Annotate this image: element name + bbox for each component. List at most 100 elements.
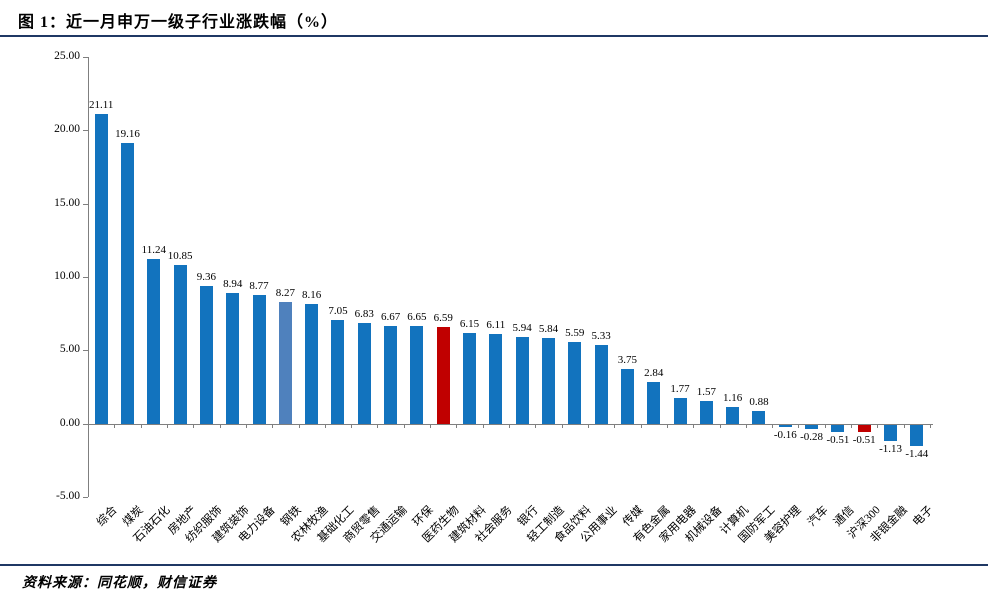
bar-value-label: 10.85 (167, 249, 193, 262)
bar-value-label: 1.57 (696, 385, 716, 398)
x-axis-tick (219, 423, 221, 428)
bar-环保 (410, 326, 424, 424)
x-axis-tick (666, 423, 668, 428)
bar-value-label: 0.88 (749, 395, 769, 408)
x-axis-tick (351, 423, 353, 428)
y-axis-tick (83, 497, 88, 498)
x-axis-tick (614, 423, 616, 428)
bar-煤炭 (120, 142, 134, 424)
bar-汽车 (805, 424, 819, 429)
bar-计算机 (726, 406, 740, 424)
bar-交通运输 (384, 325, 398, 424)
x-axis-tick (140, 423, 142, 428)
bar-value-label: 8.94 (223, 277, 243, 290)
y-axis-tick-label: 15.00 (54, 196, 80, 209)
bar-value-label: 3.75 (617, 353, 638, 366)
y-axis-tick (83, 350, 88, 352)
x-axis-tick (719, 423, 721, 428)
source-note: 资料来源：同花顺，财信证券 (22, 576, 217, 591)
bar-value-label: 2.84 (644, 367, 664, 379)
bar-房地产 (173, 264, 187, 424)
x-axis-tick (166, 423, 168, 428)
bar-value-label: 6.11 (486, 319, 506, 332)
x-axis-tick (193, 423, 195, 428)
bar-国防军工 (752, 410, 766, 424)
x-axis-tick (798, 423, 800, 428)
x-axis-tick (324, 423, 326, 428)
x-axis-tick (772, 423, 774, 428)
bar-value-label: 6.15 (459, 318, 480, 331)
x-axis-tick (298, 423, 300, 428)
bar-value-label: -0.28 (800, 430, 824, 443)
bar-value-label: 9.36 (196, 271, 217, 284)
x-axis-tick (824, 423, 826, 428)
x-axis-tick (877, 423, 879, 428)
bar-石油石化 (147, 258, 161, 424)
bar-公用事业 (594, 345, 608, 424)
x-axis-tick (377, 423, 379, 428)
bar-有色金属 (647, 382, 661, 424)
x-category-label: 综合 (95, 504, 120, 529)
bar-value-label: -0.16 (773, 429, 797, 441)
bar-value-label: 1.77 (670, 382, 690, 395)
y-axis-tick-label: 25.00 (54, 50, 80, 62)
x-axis-tick (272, 423, 274, 428)
y-axis-tick (83, 277, 88, 278)
y-axis-tick (83, 203, 88, 205)
x-axis-tick (587, 423, 589, 428)
bar-value-label: 5.33 (591, 330, 611, 343)
bar-电力设备 (252, 295, 266, 424)
x-axis-tick (430, 423, 432, 428)
bar-轻工制造 (541, 338, 555, 424)
bar-沪深300 (857, 424, 871, 433)
x-axis-tick (693, 423, 695, 428)
x-axis-tick (509, 423, 510, 428)
y-axis-tick-label: 20.00 (54, 123, 80, 136)
x-axis-tick (535, 423, 537, 428)
x-category-label: 汽车 (805, 504, 831, 529)
bar-建筑装饰 (226, 292, 240, 424)
bar-银行 (515, 336, 529, 424)
bar-农林牧渔 (305, 303, 319, 424)
bar-value-label: 7.05 (328, 305, 348, 318)
x-axis-tick (745, 423, 747, 428)
title-divider (0, 35, 988, 37)
bar-chart: 25.00 20.00 15.00 10.00 5.00 0.00 -5.00 21.11 综合… (54, 50, 936, 545)
bar-value-label: -1.44 (905, 447, 929, 460)
x-axis-tick (88, 423, 89, 428)
y-axis-tick-label: 5.00 (59, 343, 80, 356)
x-axis-tick (903, 423, 905, 428)
bar-value-label: 6.83 (354, 308, 374, 321)
bar-value-label: -0.51 (826, 434, 850, 447)
y-axis-tick (83, 57, 88, 58)
bar-value-label: 19.16 (115, 127, 140, 140)
figure-title: 图 1：近一月申万一级子行业涨跌幅（%） (18, 14, 339, 31)
bar-value-label: 5.59 (565, 326, 585, 339)
x-axis-tick (403, 423, 405, 428)
y-axis-tick (83, 423, 88, 425)
bar-value-label: 5.94 (512, 321, 532, 334)
bar-综合 (94, 114, 108, 424)
x-axis-tick (851, 423, 853, 428)
x-category-label: 电子 (910, 504, 936, 529)
bar-通信 (831, 424, 845, 433)
bar-value-label: 6.65 (407, 311, 427, 324)
y-axis-tick-label: 0.00 (59, 416, 80, 429)
bar-value-label: 8.77 (249, 280, 269, 293)
bar-value-label: 6.67 (380, 310, 401, 323)
bar-value-label: 8.27 (275, 287, 295, 300)
x-axis-tick (456, 423, 458, 428)
bar-传媒 (620, 368, 634, 424)
bar-商贸零售 (357, 323, 371, 424)
bar-美容护理 (778, 424, 792, 427)
x-axis-tick (561, 423, 563, 428)
bar-value-label: 11.24 (141, 243, 166, 256)
bar-食品饮料 (568, 341, 582, 424)
x-axis-tick (640, 423, 642, 428)
bar-电子 (910, 424, 924, 446)
bar-value-label: 5.84 (538, 323, 559, 335)
bar-纺织服饰 (199, 286, 213, 424)
x-axis-tick (930, 423, 931, 428)
y-axis-tick-label: 10.00 (54, 270, 80, 282)
